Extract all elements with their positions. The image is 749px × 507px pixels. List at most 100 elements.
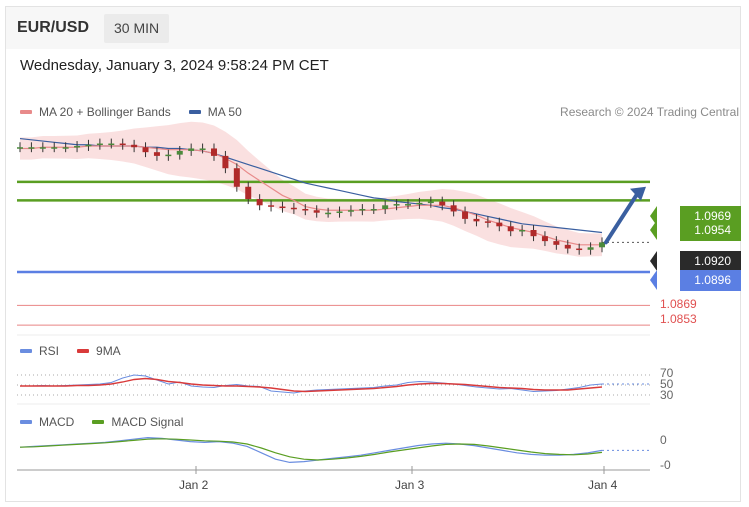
candle-body (519, 230, 526, 232)
timestamp: Wednesday, January 3, 2024 9:58:24 PM CE… (20, 57, 329, 74)
candle-body (587, 247, 594, 250)
candle-body (119, 143, 126, 146)
candle-body (496, 222, 503, 227)
candle-body (153, 152, 160, 156)
price-legend: MA 20 + Bollinger Bands MA 50 (20, 105, 260, 119)
candle-body (51, 147, 58, 149)
candle-body (28, 147, 35, 149)
candle-body (96, 143, 103, 146)
rsi-swatch (20, 349, 32, 353)
candle-body (165, 154, 172, 157)
candle-body (336, 211, 343, 213)
x-label-jan3: Jan 3 (395, 478, 425, 492)
bollinger-band (20, 121, 602, 257)
candle-body (211, 148, 217, 156)
support-label-2: 1.0853 (660, 312, 697, 326)
legend-item-ma20[interactable]: MA 20 + Bollinger Bands (20, 105, 171, 119)
tag-pointer (650, 251, 657, 271)
forecast-arrow-shaft (604, 190, 640, 245)
rsi-legend: RSI 9MA (20, 344, 139, 358)
candle-body (142, 147, 149, 153)
candle-body (462, 211, 469, 219)
candle-body (302, 209, 309, 211)
candle-body (245, 186, 252, 200)
rsi-line (20, 374, 603, 394)
candle-body (199, 148, 206, 150)
candle-body (393, 204, 400, 206)
tag-pointer (650, 220, 657, 240)
rsi-ma-line (20, 377, 603, 393)
candle-body (416, 202, 423, 205)
x-label-jan4: Jan 4 (588, 478, 618, 492)
support-label-1: 1.0869 (660, 297, 697, 311)
candle-body (290, 207, 297, 210)
legend-item-macd[interactable]: MACD (20, 415, 74, 429)
legend-item-ma50[interactable]: MA 50 (188, 105, 242, 119)
legend-item-rsi-ma[interactable]: 9MA (77, 344, 121, 358)
research-credit: Research © 2024 Trading Central (560, 105, 739, 119)
candle-body (564, 244, 571, 249)
legend-item-macd-signal[interactable]: MACD Signal (92, 415, 183, 429)
macd-legend: MACD MACD Signal (20, 415, 201, 429)
pivot-tag: 1.0896 (680, 270, 741, 291)
candle-body (576, 248, 583, 251)
ma20-swatch (20, 110, 32, 114)
ma20-line (20, 145, 602, 246)
candle-body (74, 146, 81, 148)
macd-line (19, 436, 603, 464)
candle-body (484, 221, 491, 223)
candle-body (359, 209, 366, 211)
candle-body (450, 205, 457, 212)
rsi-tick-50: 50 (660, 377, 674, 391)
candle-body (85, 144, 92, 147)
candle-body (222, 155, 229, 169)
timeframe-badge[interactable]: 30 MIN (104, 14, 170, 43)
candle-body (108, 143, 115, 146)
tag-pointer (650, 270, 657, 290)
candle-body (176, 150, 183, 155)
x-label-jan2: Jan 2 (179, 478, 209, 492)
candle-body (507, 226, 514, 232)
macd-signal-line (19, 438, 603, 461)
candle-body (39, 147, 46, 149)
candle-body (427, 201, 434, 204)
legend-ma50-label: MA 50 (207, 105, 242, 119)
candle-body (131, 144, 138, 148)
chart-frame (5, 6, 741, 502)
candle-body (347, 210, 354, 212)
legend-ma20-label: MA 20 + Bollinger Bands (39, 105, 171, 119)
current-price-tag: 1.0920 (680, 251, 741, 272)
candle-body (439, 201, 446, 206)
candle-body (279, 206, 286, 209)
macd-swatch (20, 420, 32, 424)
candle-body (188, 148, 195, 151)
candle-body (553, 241, 560, 245)
macd-tick-neg: -0 (660, 458, 671, 472)
candle-body (325, 212, 332, 215)
macd-tick-0: 0 (660, 433, 667, 447)
candle-body (599, 242, 605, 248)
candle-body (541, 236, 548, 242)
ma50-swatch (188, 110, 201, 114)
candle-body (17, 147, 23, 149)
candle-body (405, 204, 411, 206)
legend-macd-label: MACD (39, 415, 75, 429)
candle-body (370, 209, 377, 211)
tag-pointer (650, 206, 657, 226)
candle-body (313, 210, 320, 213)
rsi-tick-30: 30 (660, 388, 674, 402)
legend-rsi-ma-label: 9MA (96, 344, 121, 358)
candle-body (256, 199, 263, 206)
resistance-tag-2: 1.0954 (680, 220, 741, 241)
macd-signal-swatch (92, 420, 105, 424)
candle-body (473, 218, 480, 222)
rsi-tick-70: 70 (660, 366, 674, 380)
candle-body (382, 205, 389, 209)
candle-body (530, 230, 537, 237)
candle-body (62, 147, 69, 149)
legend-rsi-label: RSI (39, 344, 60, 358)
forecast-arrow-head (630, 186, 646, 201)
legend-item-rsi[interactable]: RSI (20, 344, 59, 358)
candle-body (268, 205, 275, 207)
